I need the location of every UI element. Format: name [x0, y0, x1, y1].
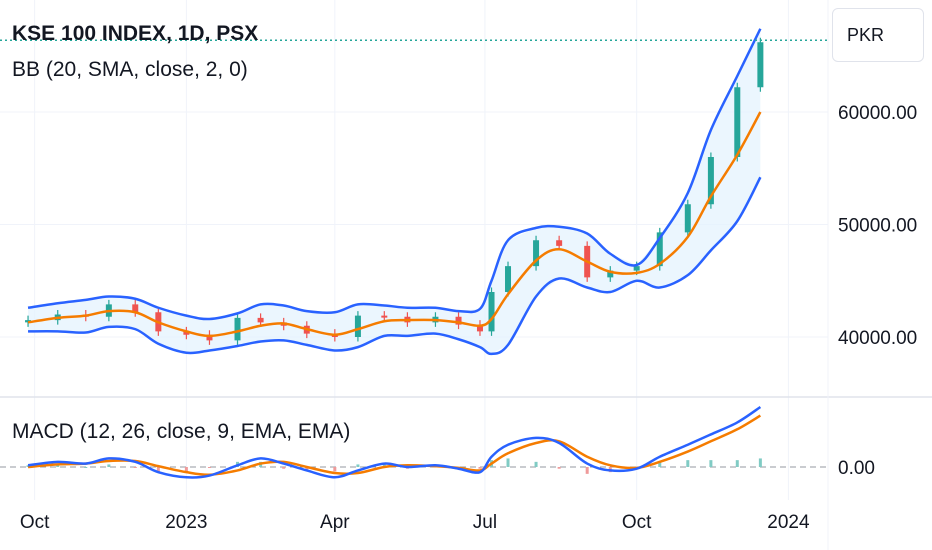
macd-histogram-bar: [133, 467, 137, 468]
candle-body: [354, 315, 361, 337]
macd-histogram-bar: [84, 467, 88, 468]
macd-line: [27, 405, 762, 479]
bollinger-lower-line: [28, 176, 762, 356]
macd-legend[interactable]: MACD (12, 26, close, 9, EMA, EMA): [12, 420, 351, 443]
candle-body: [183, 331, 190, 335]
candle-body: [505, 266, 512, 292]
time-tick-label: Jul: [473, 512, 497, 533]
time-tick-label: Apr: [320, 512, 350, 533]
candle-body: [206, 334, 213, 341]
macd-histogram-bar: [658, 461, 662, 467]
candle-body: [607, 270, 614, 278]
price-tick-label: 50000.00: [838, 216, 917, 237]
macd-histogram-bar: [356, 464, 360, 467]
candle-body: [684, 204, 691, 233]
macd-histogram-bar: [534, 461, 538, 467]
time-tick-label: Oct: [20, 512, 50, 533]
macd-histogram-bar: [686, 460, 690, 467]
candle-body: [633, 266, 640, 271]
candle-body: [533, 240, 540, 267]
macd-histogram-bar: [282, 467, 286, 469]
chart-title: KSE 100 INDEX, 1D, PSX: [12, 22, 259, 45]
candle-body: [707, 157, 714, 205]
bollinger-basis-line: [27, 111, 762, 338]
currency-button[interactable]: PKR: [832, 8, 924, 62]
macd-histogram-bar: [382, 463, 386, 467]
time-tick-label: Oct: [622, 512, 652, 533]
candle-body: [734, 87, 741, 157]
macd-histogram-bar: [156, 467, 160, 473]
macd-histogram-bar: [585, 467, 589, 474]
macd-histogram-bar: [478, 467, 482, 469]
candle-body: [132, 304, 139, 313]
time-tick-label: 2024: [767, 512, 810, 533]
candle-body: [556, 240, 563, 246]
price-tick-label: 60000.00: [838, 103, 917, 124]
macd-histogram-bar: [735, 460, 739, 467]
bollinger-legend[interactable]: BB (20, SMA, close, 2, 0): [12, 58, 248, 81]
candle-body: [476, 324, 483, 332]
macd-histogram-bar: [333, 467, 337, 472]
macd-histogram-bar: [709, 460, 713, 467]
price-tick-label: 40000.00: [838, 328, 917, 349]
candle-body: [257, 317, 264, 323]
time-tick-label: 2023: [165, 512, 207, 533]
bollinger-fill: [28, 28, 761, 354]
bollinger-upper-line: [27, 28, 762, 321]
macd-histogram-bar: [305, 467, 309, 471]
candle-body: [488, 292, 495, 332]
grid: [0, 0, 828, 500]
macd-tick-label: 0.00: [838, 458, 875, 479]
macd-histogram-bar: [107, 464, 111, 467]
macd-histogram-bar: [207, 467, 211, 468]
macd-histogram-bar: [506, 458, 510, 467]
candle-body: [656, 232, 663, 267]
macd-histogram-bar: [557, 467, 561, 469]
macd-histogram-bar: [56, 464, 60, 467]
candle-body: [381, 315, 388, 318]
macd-histogram-bar: [184, 467, 188, 473]
macd-histogram-bar: [758, 458, 762, 467]
candle-body: [234, 317, 241, 341]
candle-body: [757, 42, 764, 88]
candle-body: [455, 316, 462, 325]
